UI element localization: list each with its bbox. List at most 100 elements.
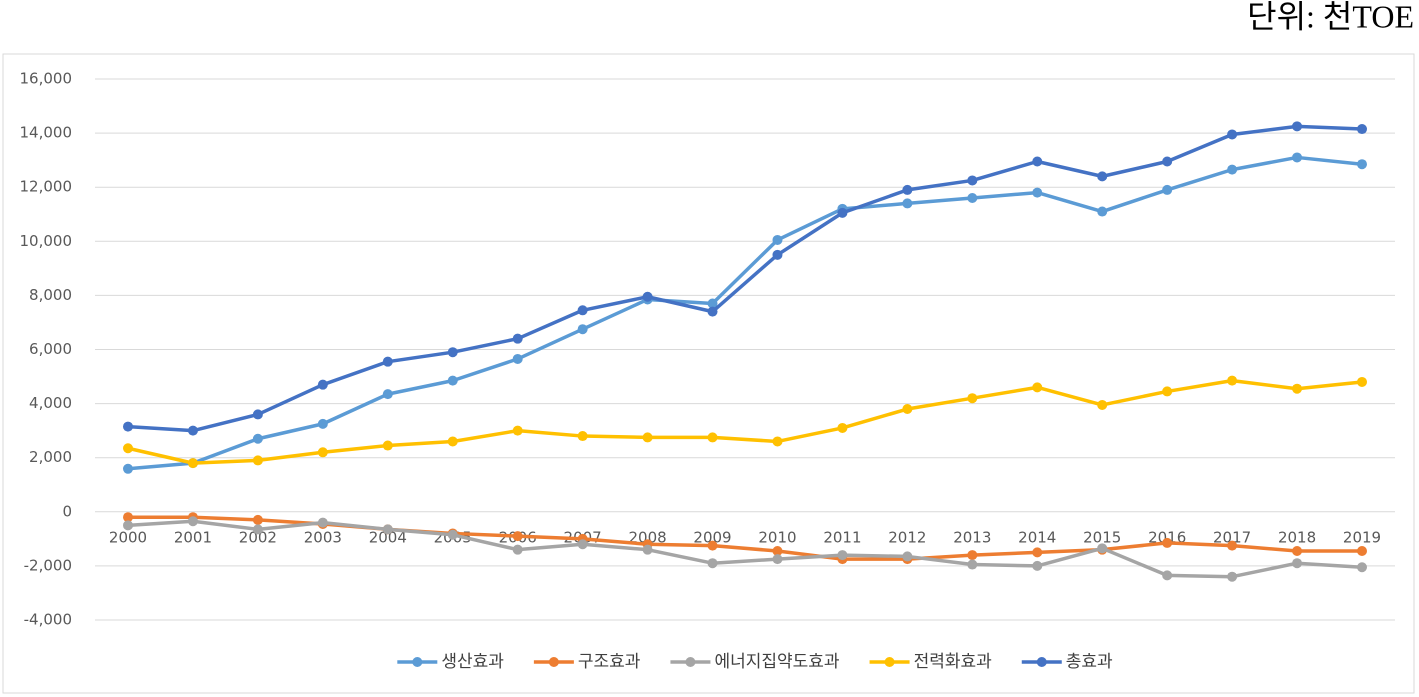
data-point [187,425,198,436]
data-point [967,559,978,570]
x-tick-label: 2019 [1343,528,1381,546]
data-point [447,347,458,358]
data-point [577,539,588,550]
data-point [772,554,783,565]
data-point [1292,383,1303,394]
data-point [1292,558,1303,569]
y-tick-label: 14,000 [20,124,73,142]
data-point [1162,570,1173,581]
legend-label: 총효과 [1066,652,1113,672]
legend-item: 구조효과 [533,652,641,672]
data-point [512,531,523,542]
data-point [252,409,263,420]
y-tick-label: -4,000 [24,611,72,629]
data-point [512,425,523,436]
data-point [577,324,588,335]
data-point [187,458,198,469]
x-tick-label: 2002 [239,528,277,546]
legend-label: 에너지집약도효과 [714,652,839,672]
data-point [1357,376,1367,387]
data-point [1097,543,1108,554]
data-point [967,193,978,204]
data-point [1357,546,1367,557]
data-point [123,443,133,454]
data-point [317,379,328,390]
data-point [967,550,978,561]
legend: 생산효과 구조효과 에너지집약도효과 전력화효과 총효과 [397,652,1113,672]
data-point [1162,386,1173,397]
x-tick-label: 2000 [109,528,147,546]
y-tick-label: 10,000 [20,232,73,250]
data-point [382,389,393,400]
data-point [123,520,133,531]
series-line [127,519,1363,579]
data-point [512,544,523,555]
data-point [252,455,263,466]
data-point [707,558,718,569]
x-tick-label: 2010 [758,528,796,546]
data-point [1357,562,1367,573]
legend-item: 에너지집약도효과 [670,652,840,672]
chart-frame [2,53,1415,694]
data-point [317,517,328,528]
legend-marker [1036,657,1047,667]
data-point [123,463,133,474]
data-point [187,516,198,527]
x-tick-label: 2018 [1278,528,1316,546]
x-tick-label: 2014 [1018,528,1056,546]
data-point [1032,382,1043,393]
x-tick-label: 2011 [823,528,861,546]
data-point [1357,124,1367,135]
data-point [837,207,848,218]
legend-marker [548,657,559,667]
data-point [837,422,848,433]
data-point [317,418,328,429]
data-point [1097,206,1108,217]
data-point [902,198,913,209]
data-point [1032,156,1043,167]
data-point [317,447,328,458]
data-point [1162,184,1173,195]
series-line [127,124,1363,433]
data-point [447,436,458,447]
data-point [642,291,653,302]
data-point [1032,547,1043,558]
data-point [1032,560,1043,571]
data-point [447,529,458,540]
y-tick-label: 16,000 [20,70,73,88]
series-line [127,378,1363,465]
x-tick-label: 2001 [174,528,212,546]
data-point [707,306,718,317]
legend-marker [685,657,696,667]
data-point [902,404,913,415]
legend-label: 전력화효과 [914,652,993,672]
legend-item: 총효과 [1021,652,1113,672]
legend-marker [412,657,423,667]
data-point [123,512,133,523]
legend-label: 생산효과 [441,652,504,672]
data-point [1227,375,1238,386]
data-point [772,436,783,447]
data-point [902,184,913,195]
data-point [123,421,133,432]
data-point [1097,399,1108,410]
data-point [707,432,718,443]
data-point [967,175,978,186]
y-tick-label: 12,000 [20,178,73,196]
data-point [447,375,458,386]
data-point [577,305,588,316]
x-tick-label: 2015 [1083,528,1121,546]
data-point [512,333,523,344]
y-tick-label: 4,000 [29,394,72,412]
data-point [1162,156,1173,167]
data-point [1292,121,1303,132]
y-tick-label: 8,000 [29,286,72,304]
data-point [1227,164,1238,175]
data-point [577,431,588,442]
data-point [1292,152,1303,163]
data-point [1162,537,1173,548]
legend-marker [884,657,895,667]
data-point [512,353,523,364]
data-point [902,551,913,562]
